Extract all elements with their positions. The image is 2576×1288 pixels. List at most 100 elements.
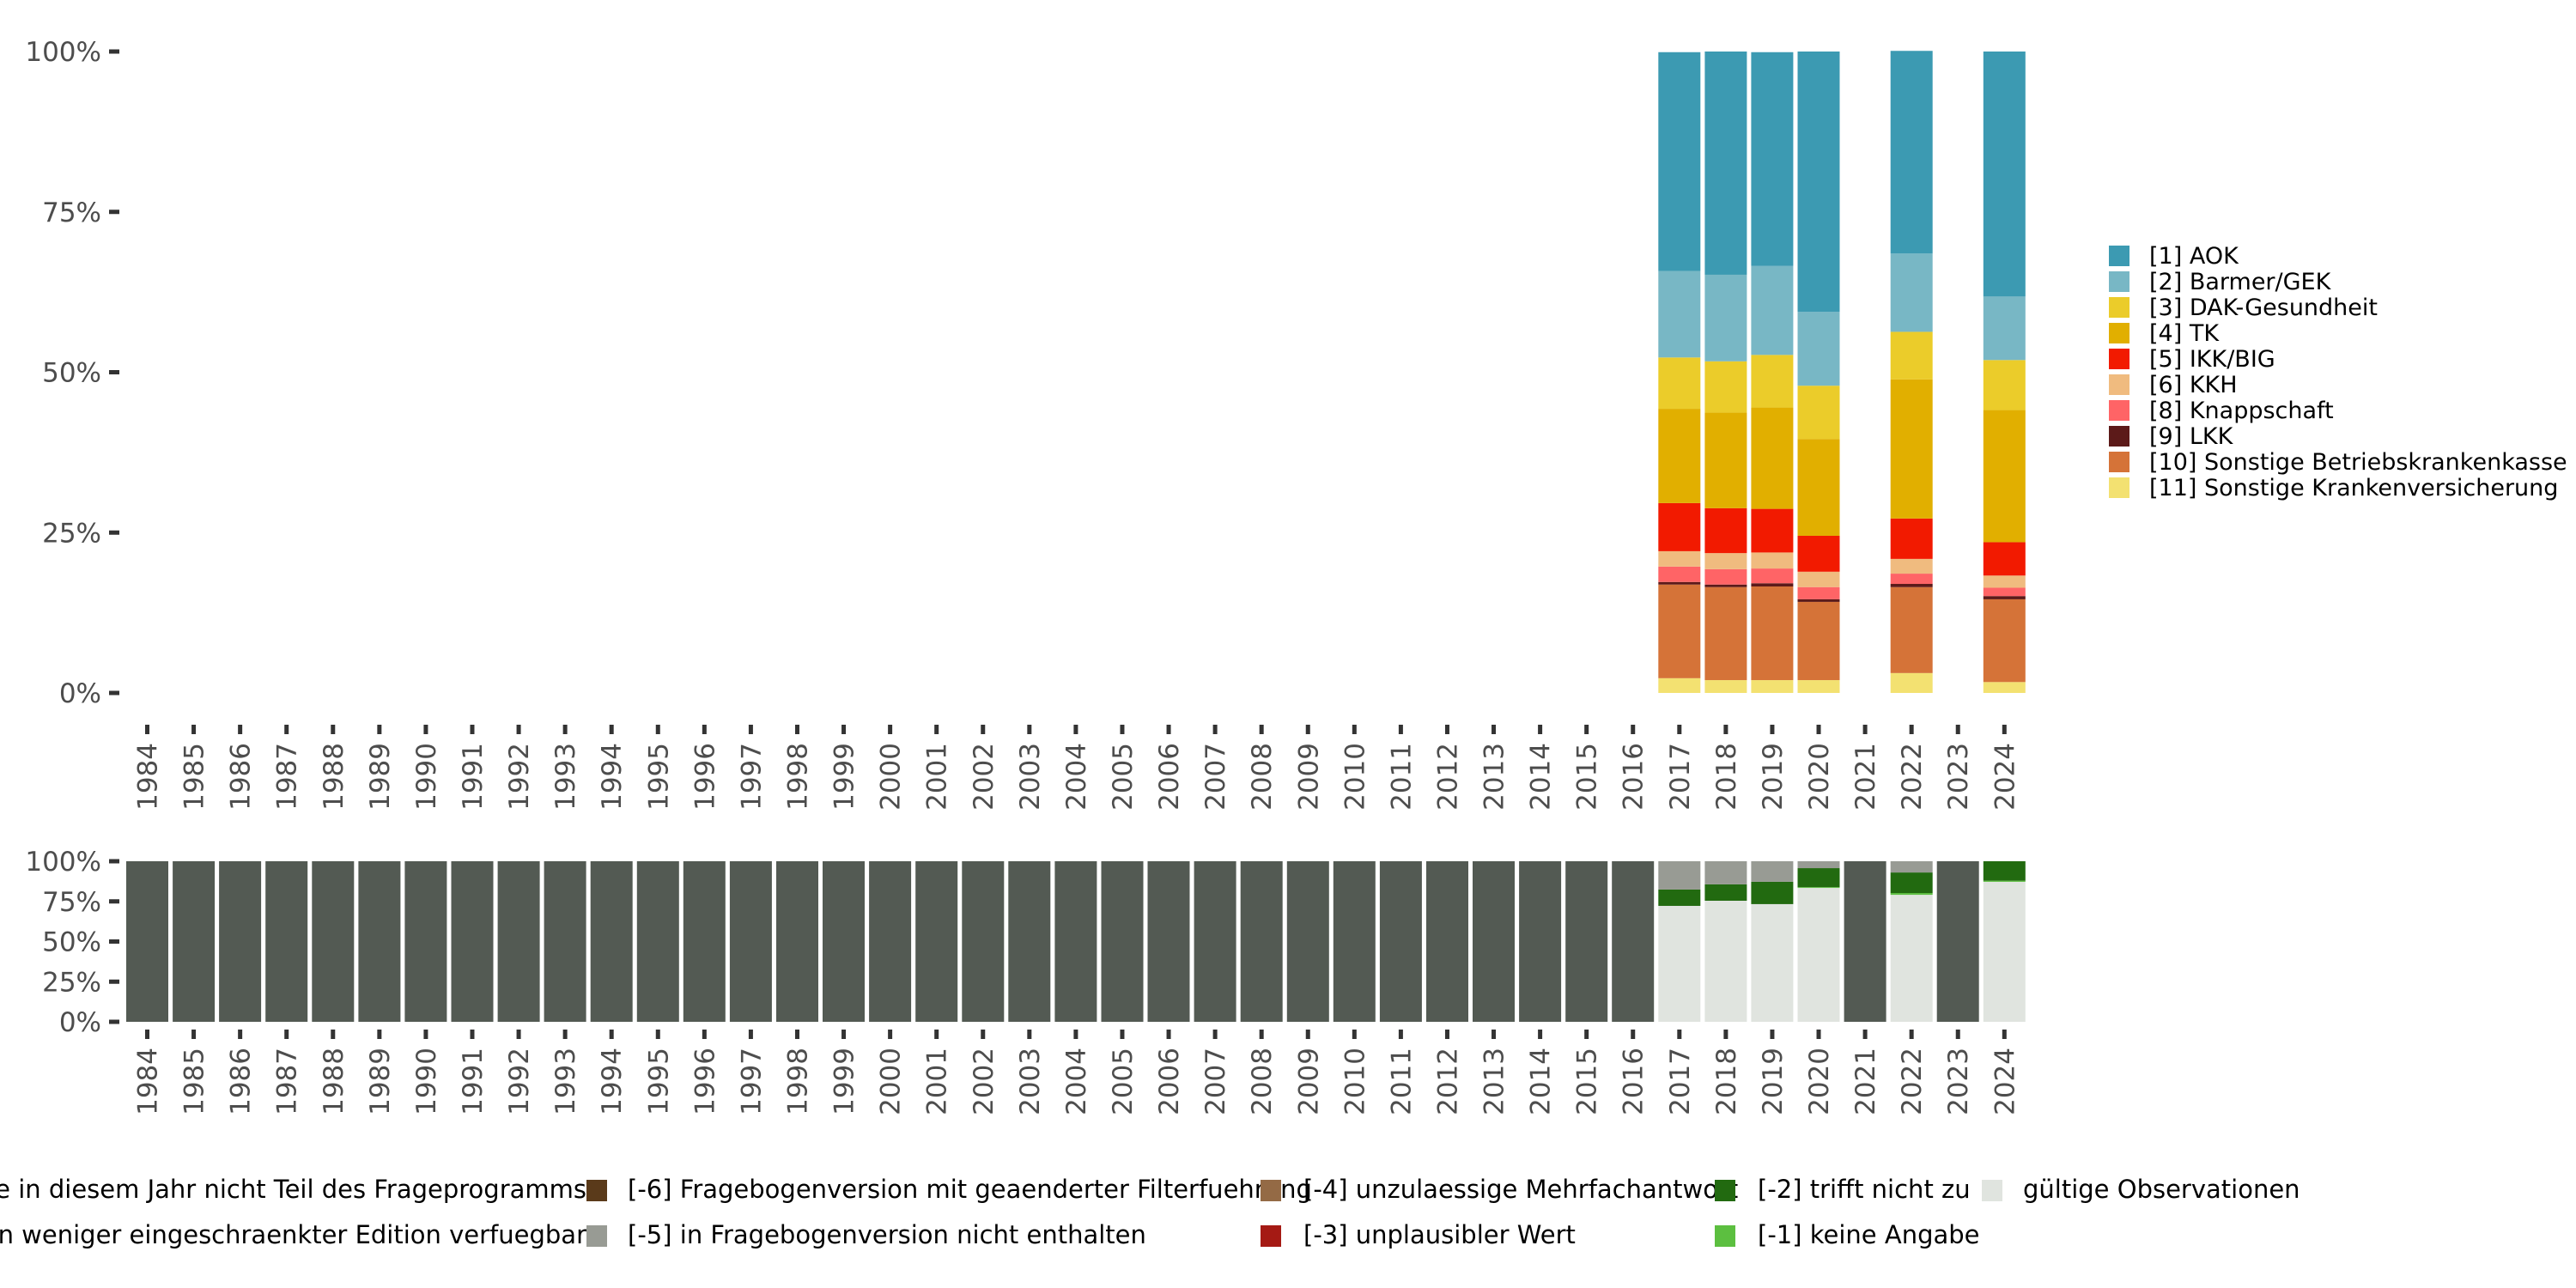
x-tick	[238, 1030, 243, 1039]
bar-segment	[1658, 889, 1701, 906]
bar-segment	[915, 861, 958, 1022]
x-tick	[1444, 725, 1449, 734]
x-tick-label: 1994	[597, 1048, 628, 1115]
x-tick-label: 1995	[643, 1048, 674, 1115]
bar-segment	[1658, 357, 1701, 410]
x-tick	[1073, 725, 1078, 734]
bar-segment	[1658, 502, 1701, 551]
top-bars	[1658, 51, 2026, 693]
x-tick	[1677, 725, 1682, 734]
bar-segment	[1426, 861, 1468, 1022]
x-tick	[888, 725, 893, 734]
x-tick-label: 2003	[1015, 743, 1046, 811]
y-tick	[109, 690, 119, 696]
bar-segment	[1751, 552, 1794, 569]
bar-segment	[1983, 587, 2026, 597]
x-tick-label: 2006	[1154, 1048, 1185, 1115]
bar-segment	[1844, 861, 1886, 1022]
legend-label: [-6] Fragebogenversion mit geaenderter F…	[628, 1175, 1312, 1204]
bar-segment	[1147, 861, 1190, 1022]
bar-segment	[1658, 581, 1701, 585]
y-tick-label: 0%	[59, 1007, 101, 1038]
x-tick-label: 1989	[365, 1048, 396, 1115]
bar-segment	[1751, 355, 1794, 408]
bar-segment	[1473, 861, 1515, 1022]
bar-segment	[1704, 901, 1747, 1022]
x-tick-label: 1998	[783, 743, 814, 811]
bar-segment	[823, 861, 865, 1022]
bottom-x-axis: 1984 1985 1986 1987 1988 1989 1990 1991 1992 1993…	[133, 1030, 2020, 1115]
bar-segment	[1658, 409, 1701, 503]
x-tick-label: 1995	[643, 743, 674, 811]
bar-segment	[1983, 861, 2026, 881]
x-tick-label: 1992	[504, 1048, 535, 1115]
legend-label: age in diesem Jahr nicht Teil des Fragep…	[0, 1175, 586, 1204]
x-tick-label: 2001	[922, 1048, 953, 1115]
x-tick	[1677, 1030, 1682, 1039]
x-tick	[562, 1030, 568, 1039]
bar-segment	[1797, 386, 1840, 440]
bar-segment	[1704, 884, 1747, 901]
bar-segment	[1658, 861, 1701, 890]
x-tick	[516, 725, 521, 734]
legend-key	[1715, 1180, 1735, 1201]
x-tick	[609, 725, 614, 734]
x-tick	[1027, 1030, 1032, 1039]
x-tick-label: 1990	[411, 743, 442, 811]
bar-segment	[1519, 861, 1562, 1022]
x-tick	[423, 1030, 428, 1039]
x-tick	[655, 725, 660, 734]
legend-key	[2109, 246, 2129, 266]
x-tick	[470, 725, 475, 734]
x-tick	[748, 725, 753, 734]
x-tick-label: 1993	[550, 1048, 581, 1115]
x-tick-label: 2001	[922, 743, 953, 811]
legend-label: [3] DAK-Gesundheit	[2149, 295, 2378, 321]
y-tick	[109, 939, 119, 944]
y-tick	[109, 1019, 119, 1024]
legend-key	[586, 1225, 607, 1247]
y-tick-label: 50%	[42, 358, 101, 389]
bar-segment	[1983, 410, 2026, 543]
x-tick-label: 1998	[783, 1048, 814, 1115]
bottom-y-axis: 0% 25% 50% 75% 100%	[25, 847, 119, 1038]
bar-segment	[1983, 542, 2026, 576]
x-tick	[981, 725, 986, 734]
x-tick	[841, 725, 847, 734]
bar-segment	[1704, 586, 1747, 681]
x-tick-label: 2014	[1526, 743, 1557, 811]
bar-segment	[1983, 296, 2026, 361]
bar-segment	[729, 861, 772, 1022]
legend-label: [-5] in Fragebogenversion nicht enthalte…	[628, 1220, 1146, 1249]
bar-segment	[265, 861, 308, 1022]
legend-label: [5] IKK/BIG	[2149, 346, 2275, 373]
bar-segment	[1751, 568, 1794, 584]
bar-segment	[1983, 52, 2026, 297]
x-tick	[1723, 1030, 1728, 1039]
x-tick-label: 2024	[1990, 1048, 2020, 1115]
bar-segment	[1704, 412, 1747, 508]
bar-segment	[1704, 507, 1747, 554]
bar-segment	[1797, 868, 1840, 888]
bar-segment	[1797, 52, 1840, 313]
x-tick	[609, 1030, 614, 1039]
bar-segment	[1008, 861, 1051, 1022]
bar-segment	[1936, 861, 1979, 1022]
bar-segment	[358, 861, 401, 1022]
bar-segment	[312, 861, 355, 1022]
x-tick	[655, 1030, 660, 1039]
x-tick-label: 2016	[1619, 1048, 1649, 1115]
legend-label: [6] KKH	[2149, 372, 2238, 398]
bar-segment	[1983, 598, 2026, 683]
bar-segment	[451, 861, 494, 1022]
bar-segment	[1333, 861, 1376, 1022]
bar-segment	[1658, 677, 1701, 693]
bar-segment	[1797, 586, 1840, 599]
bar-segment	[1890, 379, 1933, 519]
x-tick-label: 2005	[1108, 743, 1139, 811]
x-tick	[191, 725, 197, 734]
x-tick-label: 2023	[1943, 743, 1974, 811]
y-tick-label: 25%	[42, 967, 101, 998]
bar-segment	[219, 861, 262, 1022]
bar-segment	[1612, 861, 1655, 1022]
